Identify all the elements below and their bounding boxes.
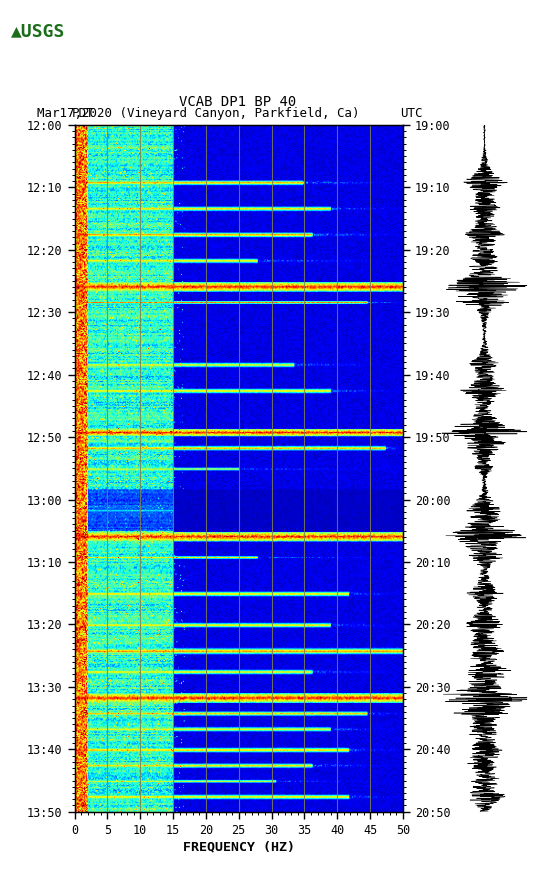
Text: ▲USGS: ▲USGS bbox=[11, 22, 66, 40]
Text: PDT: PDT bbox=[72, 107, 94, 120]
Text: UTC: UTC bbox=[400, 107, 423, 120]
Text: VCAB DP1 BP 40: VCAB DP1 BP 40 bbox=[179, 95, 296, 109]
X-axis label: FREQUENCY (HZ): FREQUENCY (HZ) bbox=[183, 840, 295, 854]
Text: Mar17,2020 (Vineyard Canyon, Parkfield, Ca): Mar17,2020 (Vineyard Canyon, Parkfield, … bbox=[38, 107, 360, 120]
